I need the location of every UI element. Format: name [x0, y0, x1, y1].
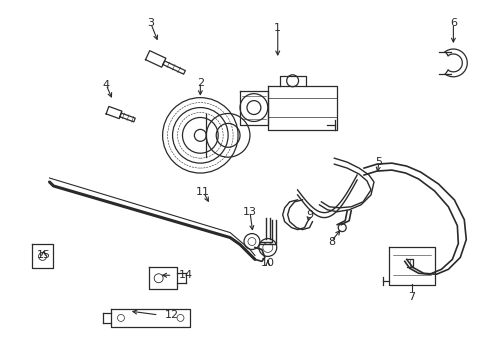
Text: 15: 15	[37, 251, 50, 260]
Text: 12: 12	[164, 310, 179, 320]
Text: 9: 9	[305, 210, 312, 220]
Text: 6: 6	[449, 18, 456, 28]
Text: 8: 8	[327, 237, 334, 247]
Text: 4: 4	[102, 80, 109, 90]
Text: 5: 5	[375, 157, 382, 167]
Text: 3: 3	[147, 18, 154, 28]
Text: 10: 10	[260, 258, 274, 268]
Text: 11: 11	[196, 187, 210, 197]
Text: 13: 13	[243, 207, 256, 217]
Text: 7: 7	[407, 292, 414, 302]
Text: 1: 1	[274, 23, 281, 33]
Text: 2: 2	[196, 78, 203, 88]
Text: 14: 14	[178, 270, 192, 280]
